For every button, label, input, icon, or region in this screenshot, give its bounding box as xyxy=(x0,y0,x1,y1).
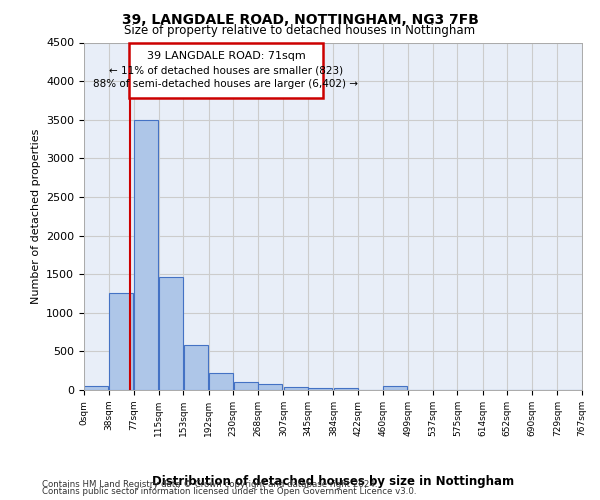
Y-axis label: Number of detached properties: Number of detached properties xyxy=(31,128,41,304)
Text: 39, LANGDALE ROAD, NOTTINGHAM, NG3 7FB: 39, LANGDALE ROAD, NOTTINGHAM, NG3 7FB xyxy=(122,12,478,26)
Bar xyxy=(159,278,183,390)
Text: Contains public sector information licensed under the Open Government Licence v3: Contains public sector information licen… xyxy=(42,488,416,496)
Text: ← 11% of detached houses are smaller (823): ← 11% of detached houses are smaller (82… xyxy=(109,66,343,76)
Bar xyxy=(85,386,109,390)
Bar xyxy=(209,373,233,390)
Bar xyxy=(109,294,133,390)
Text: 39 LANGDALE ROAD: 71sqm: 39 LANGDALE ROAD: 71sqm xyxy=(146,51,305,61)
Bar xyxy=(284,386,308,390)
Bar xyxy=(334,388,358,390)
Bar xyxy=(134,120,158,390)
Bar xyxy=(184,345,208,390)
Bar xyxy=(129,42,323,98)
Bar xyxy=(308,388,332,390)
Text: Contains HM Land Registry data © Crown copyright and database right 2024.: Contains HM Land Registry data © Crown c… xyxy=(42,480,377,489)
Bar xyxy=(383,386,407,390)
X-axis label: Distribution of detached houses by size in Nottingham: Distribution of detached houses by size … xyxy=(152,475,514,488)
Text: Size of property relative to detached houses in Nottingham: Size of property relative to detached ho… xyxy=(124,24,476,37)
Bar xyxy=(233,382,257,390)
Text: 88% of semi-detached houses are larger (6,402) →: 88% of semi-detached houses are larger (… xyxy=(94,80,358,90)
Bar xyxy=(259,384,283,390)
